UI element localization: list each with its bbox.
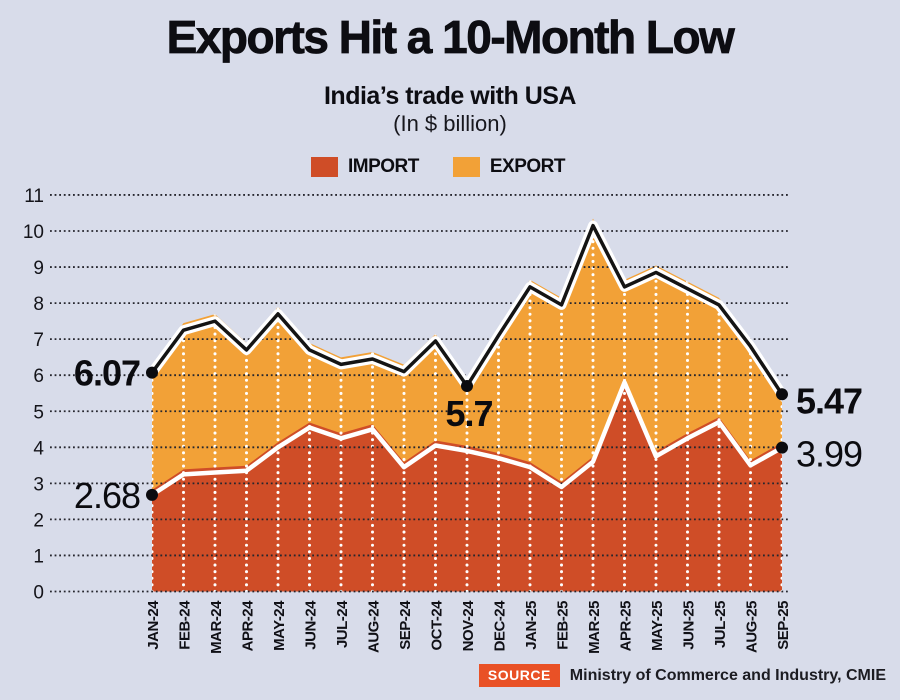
svg-text:JUN-25: JUN-25 xyxy=(681,601,698,650)
svg-text:APR-24: APR-24 xyxy=(240,600,257,652)
svg-text:11: 11 xyxy=(24,186,44,207)
svg-text:8: 8 xyxy=(33,294,44,315)
svg-text:2.68: 2.68 xyxy=(74,475,140,516)
source-attribution: Ministry of Commerce and Industry, CMIE xyxy=(569,666,886,684)
svg-text:FEB-25: FEB-25 xyxy=(555,601,572,650)
svg-text:5.47: 5.47 xyxy=(796,380,862,421)
svg-text:APR-25: APR-25 xyxy=(618,601,635,652)
page-title: Exports Hit a 10-Month Low xyxy=(166,11,735,64)
svg-text:SEP-25: SEP-25 xyxy=(775,601,792,650)
svg-text:DEC-24: DEC-24 xyxy=(492,600,509,652)
svg-text:MAR-25: MAR-25 xyxy=(586,601,603,654)
source-badge: SOURCE xyxy=(478,664,560,687)
source-row: SOURCE Ministry of Commerce and Industry… xyxy=(0,664,886,687)
svg-text:6: 6 xyxy=(33,366,44,387)
import-legend-label: IMPORT xyxy=(347,156,419,177)
svg-text:10: 10 xyxy=(23,222,44,243)
svg-text:7: 7 xyxy=(33,330,44,351)
svg-text:NOV-24: NOV-24 xyxy=(460,600,477,652)
svg-text:3: 3 xyxy=(33,474,44,495)
svg-text:0: 0 xyxy=(33,583,44,604)
svg-text:5.7: 5.7 xyxy=(445,393,492,434)
export-legend-swatch xyxy=(452,157,480,177)
svg-text:6.07: 6.07 xyxy=(74,353,140,394)
svg-text:JUL-24: JUL-24 xyxy=(334,600,351,648)
svg-text:9: 9 xyxy=(33,258,44,279)
svg-text:1: 1 xyxy=(33,546,44,567)
unit-note: (In $ billion) xyxy=(393,111,507,136)
svg-text:FEB-24: FEB-24 xyxy=(177,600,194,650)
svg-text:JUL-25: JUL-25 xyxy=(712,601,729,648)
svg-text:OCT-24: OCT-24 xyxy=(429,600,446,651)
svg-text:MAR-24: MAR-24 xyxy=(208,600,225,654)
svg-text:JAN-25: JAN-25 xyxy=(523,601,540,650)
svg-text:JUN-24: JUN-24 xyxy=(303,600,320,650)
import-legend-swatch xyxy=(310,157,338,177)
svg-text:AUG-24: AUG-24 xyxy=(366,600,383,653)
svg-text:MAY-24: MAY-24 xyxy=(271,600,288,651)
svg-text:4: 4 xyxy=(33,438,44,459)
legend: IMPORT EXPORT xyxy=(0,156,900,178)
svg-text:AUG-25: AUG-25 xyxy=(744,601,761,653)
export-legend-label: EXPORT xyxy=(489,156,566,177)
svg-text:2: 2 xyxy=(33,510,44,531)
svg-text:SEP-24: SEP-24 xyxy=(397,600,414,650)
svg-text:MAY-25: MAY-25 xyxy=(649,601,666,651)
svg-text:3.99: 3.99 xyxy=(796,434,862,475)
chart-subtitle: India’s trade with USA xyxy=(323,82,577,110)
svg-text:JAN-24: JAN-24 xyxy=(145,600,162,650)
svg-text:5: 5 xyxy=(33,402,44,423)
